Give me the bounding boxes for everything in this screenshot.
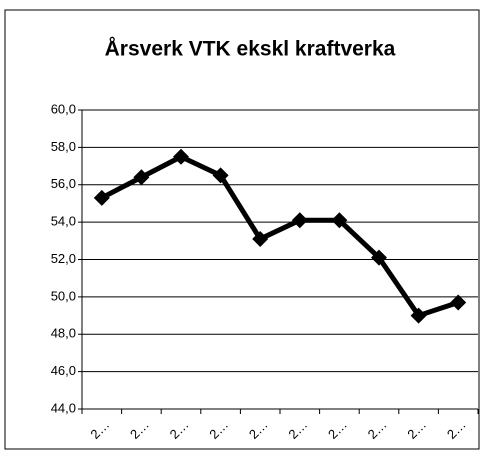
y-tick-label: 56,0 <box>51 176 76 191</box>
y-tick-label: 54,0 <box>51 214 76 229</box>
line <box>100 154 459 319</box>
point <box>133 169 150 186</box>
y-tick-label: 48,0 <box>51 326 76 341</box>
chart-title: Årsverk VTK ekskl kraftverka <box>105 37 396 61</box>
y-tick-label: 58,0 <box>51 139 76 154</box>
y-tick-label: 60,0 <box>51 101 76 116</box>
point <box>212 167 229 184</box>
point <box>291 212 308 229</box>
point <box>371 249 387 266</box>
point <box>331 212 348 229</box>
point <box>173 148 189 165</box>
y-tick-label: 50,0 <box>51 288 76 303</box>
point <box>252 230 269 247</box>
y-tick-label: 46,0 <box>51 363 76 378</box>
y-tick-label: 52,0 <box>51 251 76 266</box>
point <box>450 294 467 311</box>
point <box>410 307 427 324</box>
y-tick-label: 44,0 <box>51 400 76 415</box>
chart-frame <box>4 9 480 450</box>
point <box>93 189 110 206</box>
